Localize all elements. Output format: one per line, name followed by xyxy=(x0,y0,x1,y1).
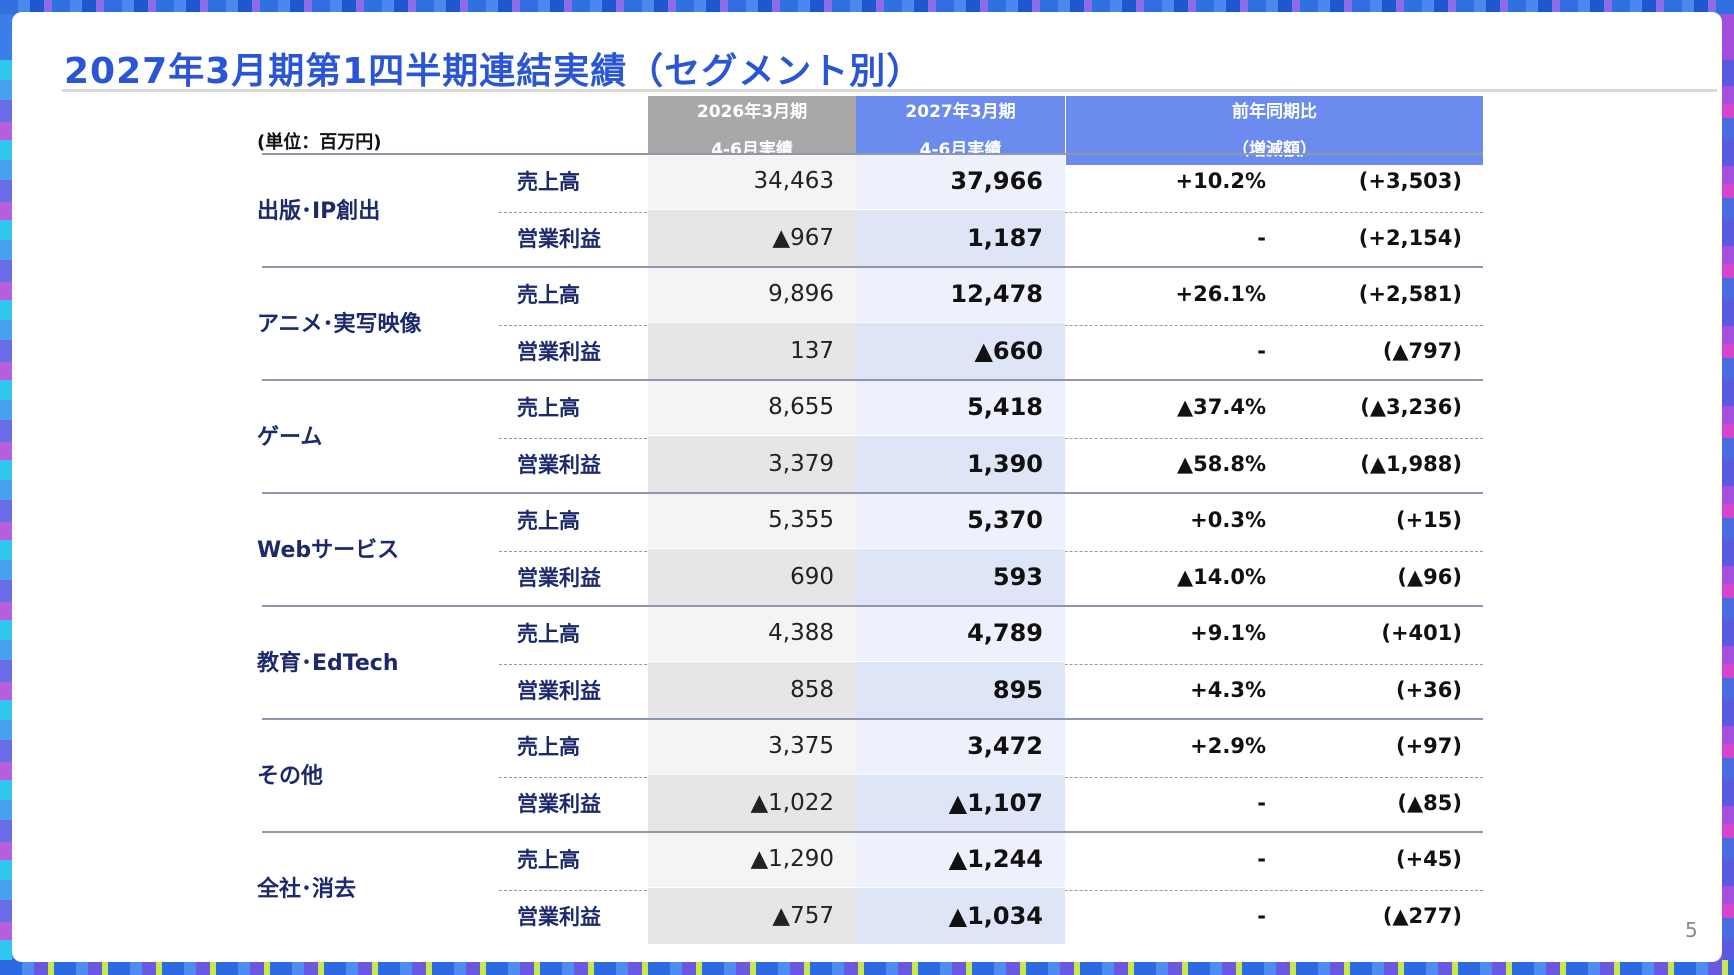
metric-label: 営業利益 xyxy=(517,226,601,251)
value-prev-year: 137 xyxy=(648,322,856,379)
value-current-year: 37,966 xyxy=(856,153,1065,209)
value-prev-year: 8,655 xyxy=(648,379,856,435)
unit-label: (単位：百万円) xyxy=(257,132,382,153)
page-number: 5 xyxy=(1685,918,1698,942)
yoy-percent: ▲14.0% xyxy=(1176,564,1266,589)
page-title: 2027年3月期第1四半期連結実績（セグメント別） xyxy=(64,51,924,92)
background-top-stripe xyxy=(0,0,1734,14)
yoy-percent: +4.3% xyxy=(1190,677,1266,702)
metric-label: 売上高 xyxy=(517,735,580,759)
segment-divider xyxy=(262,718,1483,720)
segment-divider xyxy=(262,379,1483,381)
segment-divider xyxy=(262,831,1483,833)
yoy-percent: +10.2% xyxy=(1175,169,1266,193)
header-prev-year-line1: 2026年3月期 xyxy=(696,101,808,122)
yoy-percent: - xyxy=(1257,790,1266,815)
yoy-amount: (+15) xyxy=(1395,508,1462,532)
segment-name: アニメ･実写映像 xyxy=(257,312,422,337)
metric-label: 営業利益 xyxy=(517,904,601,929)
segment-name: 出版･IP創出 xyxy=(257,199,381,224)
yoy-percent: - xyxy=(1257,847,1266,871)
yoy-percent: +9.1% xyxy=(1190,621,1266,645)
value-prev-year: ▲1,290 xyxy=(648,831,856,887)
yoy-amount: (▲96) xyxy=(1397,564,1462,589)
segment-name: 教育･EdTech xyxy=(257,651,399,676)
metric-label: 営業利益 xyxy=(517,452,601,477)
value-prev-year: 4,388 xyxy=(648,605,856,661)
segment-name: その他 xyxy=(257,764,324,789)
yoy-amount: (▲277) xyxy=(1382,903,1462,928)
yoy-percent: +26.1% xyxy=(1175,282,1266,306)
value-prev-year: ▲1,022 xyxy=(648,774,856,831)
title-divider xyxy=(62,89,1717,92)
header-current-year-line1: 2027年3月期 xyxy=(905,101,1016,122)
yoy-amount: (+2,154) xyxy=(1358,225,1462,250)
segment-name: 全社･消去 xyxy=(257,877,357,902)
value-prev-year: 9,896 xyxy=(648,266,856,322)
metric-label: 売上高 xyxy=(517,283,580,307)
yoy-amount: (▲3,236) xyxy=(1360,395,1462,419)
value-current-year: 1,187 xyxy=(856,209,1065,266)
yoy-amount: (+2,581) xyxy=(1358,282,1462,306)
yoy-amount: (+45) xyxy=(1395,847,1462,871)
background-right-accent xyxy=(1722,60,1734,960)
yoy-amount: (▲1,988) xyxy=(1360,451,1462,476)
value-current-year: 5,370 xyxy=(856,492,1065,548)
metric-label: 売上高 xyxy=(517,622,580,646)
metric-label: 営業利益 xyxy=(517,791,601,816)
yoy-percent: - xyxy=(1257,225,1266,250)
yoy-amount: (▲85) xyxy=(1397,790,1462,815)
header-yoy-line1: 前年同期比 xyxy=(1232,101,1317,122)
yoy-percent: +0.3% xyxy=(1190,508,1266,532)
metric-label: 売上高 xyxy=(517,848,580,872)
value-current-year: ▲1,244 xyxy=(856,831,1065,887)
yoy-amount: (+36) xyxy=(1395,677,1462,702)
value-current-year: ▲1,034 xyxy=(856,887,1065,944)
segment-divider xyxy=(262,605,1483,607)
value-prev-year: 34,463 xyxy=(648,153,856,209)
segment-divider xyxy=(262,492,1483,494)
value-prev-year: 3,379 xyxy=(648,435,856,492)
yoy-percent: ▲37.4% xyxy=(1176,395,1266,419)
yoy-percent: +2.9% xyxy=(1190,734,1266,758)
yoy-percent: - xyxy=(1257,903,1266,928)
slide: 2027年3月期第1四半期連結実績（セグメント別） (単位：百万円) 2026年… xyxy=(12,12,1722,962)
value-prev-year: ▲967 xyxy=(648,209,856,266)
value-prev-year: ▲757 xyxy=(648,887,856,944)
metric-label: 営業利益 xyxy=(517,678,601,703)
segment-name: Webサービス xyxy=(257,538,400,563)
value-current-year: ▲660 xyxy=(856,322,1065,379)
yoy-amount: (▲797) xyxy=(1382,338,1462,363)
yoy-amount: (+3,503) xyxy=(1358,169,1462,193)
yoy-amount: (+401) xyxy=(1381,621,1462,645)
yoy-amount: (+97) xyxy=(1395,734,1462,758)
value-prev-year: 5,355 xyxy=(648,492,856,548)
value-current-year: 1,390 xyxy=(856,435,1065,492)
yoy-percent: ▲58.8% xyxy=(1176,451,1266,476)
segment-name: ゲーム xyxy=(257,425,323,450)
metric-label: 売上高 xyxy=(517,170,580,194)
value-current-year: 5,418 xyxy=(856,379,1065,435)
value-current-year: 895 xyxy=(856,661,1065,718)
value-prev-year: 690 xyxy=(648,548,856,605)
metric-label: 売上高 xyxy=(517,509,580,533)
value-current-year: 593 xyxy=(856,548,1065,605)
value-current-year: ▲1,107 xyxy=(856,774,1065,831)
value-current-year: 3,472 xyxy=(856,718,1065,774)
yoy-percent: - xyxy=(1257,338,1266,363)
background-left-accent xyxy=(0,60,12,960)
metric-label: 営業利益 xyxy=(517,339,601,364)
value-current-year: 4,789 xyxy=(856,605,1065,661)
background-bottom-stripe xyxy=(0,959,1734,975)
value-prev-year: 3,375 xyxy=(648,718,856,774)
value-current-year: 12,478 xyxy=(856,266,1065,322)
metric-label: 営業利益 xyxy=(517,565,601,590)
metric-label: 売上高 xyxy=(517,396,580,420)
segment-divider xyxy=(262,266,1483,268)
value-prev-year: 858 xyxy=(648,661,856,718)
segment-divider xyxy=(262,153,1483,155)
